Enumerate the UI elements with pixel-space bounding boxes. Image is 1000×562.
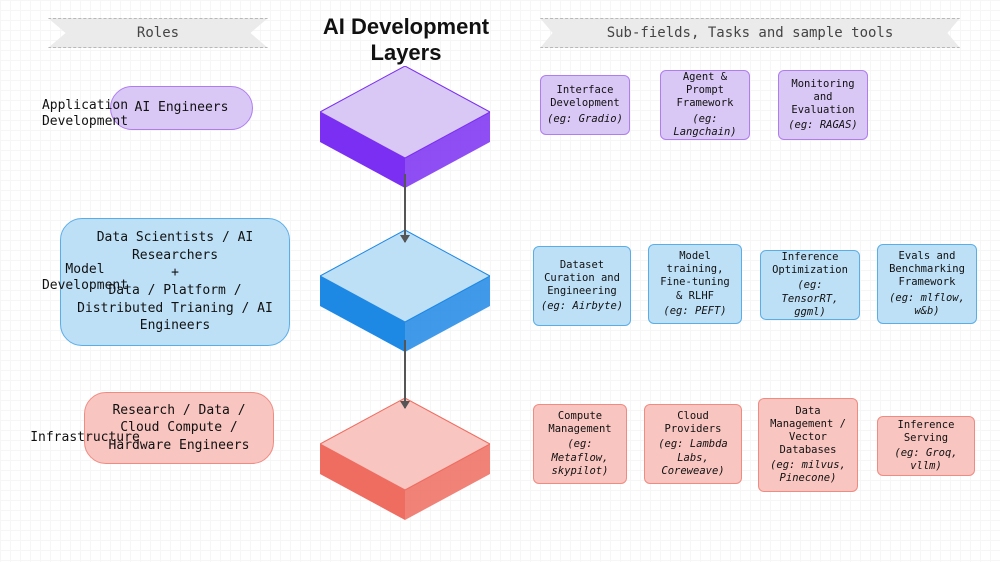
tool-red-0: Compute Management(eg: Metaflow, skypilo…: [533, 404, 627, 484]
tool-example: (eg: Airbyte): [541, 300, 623, 313]
tool-title: Inference Serving: [884, 419, 968, 445]
tool-red-1: Cloud Providers(eg: Lambda Labs, Corewea…: [644, 404, 742, 484]
header-tools-label: Sub-fields, Tasks and sample tools: [540, 18, 960, 48]
role-0: AI Engineers: [110, 86, 253, 130]
arrow-1: [404, 340, 406, 408]
tool-title: Compute Management: [540, 410, 620, 436]
tool-title: Model training, Fine-tuning & RLHF: [655, 250, 735, 303]
layer-model: [320, 230, 490, 352]
tool-example: (eg: mlflow, w&b): [884, 292, 970, 318]
tool-title: Cloud Providers: [651, 410, 735, 436]
role-2: Research / Data / Cloud Compute / Hardwa…: [84, 392, 274, 464]
tool-title: Monitoring and Evaluation: [785, 78, 861, 117]
tool-example: (eg: TensorRT, ggml): [767, 279, 853, 318]
tool-purple-2: Monitoring and Evaluation (eg: RAGAS): [778, 70, 868, 140]
tool-title: Agent & Prompt Framework: [667, 71, 743, 110]
page-title: AI Development Layers: [286, 14, 526, 66]
tool-title: Dataset Curation and Engineering: [540, 259, 624, 298]
tool-example: (eg: Groq, vllm): [884, 447, 968, 473]
tool-blue-2: Inference Optimization(eg: TensorRT, ggm…: [760, 250, 860, 320]
role-1: Data Scientists / AI Researchers+Data / …: [60, 218, 290, 346]
tool-blue-3: Evals and Benchmarking Framework (eg: mlf…: [877, 244, 977, 324]
layer-app: [320, 66, 490, 188]
tool-title: Interface Development: [547, 84, 623, 110]
tool-example: (eg: Gradio): [547, 113, 623, 126]
tool-blue-1: Model training, Fine-tuning & RLHF (eg: P…: [648, 244, 742, 324]
tool-red-3: Inference Serving(eg: Groq, vllm): [877, 416, 975, 476]
tool-example: (eg: Metaflow, skypilot): [540, 438, 620, 477]
tool-title: Evals and Benchmarking Framework: [884, 250, 970, 289]
tool-red-2: Data Management / Vector Databases(eg: m…: [758, 398, 858, 492]
tool-example: (eg: RAGAS): [788, 119, 858, 132]
tool-purple-1: Agent & Prompt Framework (eg: Langchain): [660, 70, 750, 140]
tool-title: Inference Optimization: [767, 251, 853, 277]
layer-infra: [320, 398, 490, 520]
tool-example: (eg: Lambda Labs, Coreweave): [651, 438, 735, 477]
tool-example: (eg: Langchain): [667, 113, 743, 139]
tool-example: (eg: PEFT): [663, 305, 726, 318]
tool-blue-0: Dataset Curation and Engineering (eg: Air…: [533, 246, 631, 326]
arrow-0: [404, 174, 406, 242]
tool-title: Data Management / Vector Databases: [765, 405, 851, 458]
tool-purple-0: Interface Development (eg: Gradio): [540, 75, 630, 135]
header-roles-label: Roles: [48, 18, 268, 48]
tool-example: (eg: milvus, Pinecone): [765, 459, 851, 485]
